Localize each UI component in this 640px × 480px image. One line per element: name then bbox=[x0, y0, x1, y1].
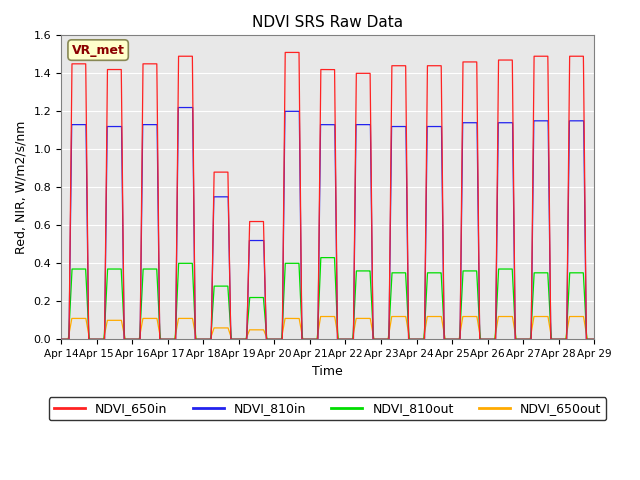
Legend: NDVI_650in, NDVI_810in, NDVI_810out, NDVI_650out: NDVI_650in, NDVI_810in, NDVI_810out, NDV… bbox=[49, 397, 606, 420]
Y-axis label: Red, NIR, W/m2/s/nm: Red, NIR, W/m2/s/nm bbox=[15, 120, 28, 254]
Title: NDVI SRS Raw Data: NDVI SRS Raw Data bbox=[252, 15, 403, 30]
X-axis label: Time: Time bbox=[312, 365, 343, 378]
Text: VR_met: VR_met bbox=[72, 44, 125, 57]
